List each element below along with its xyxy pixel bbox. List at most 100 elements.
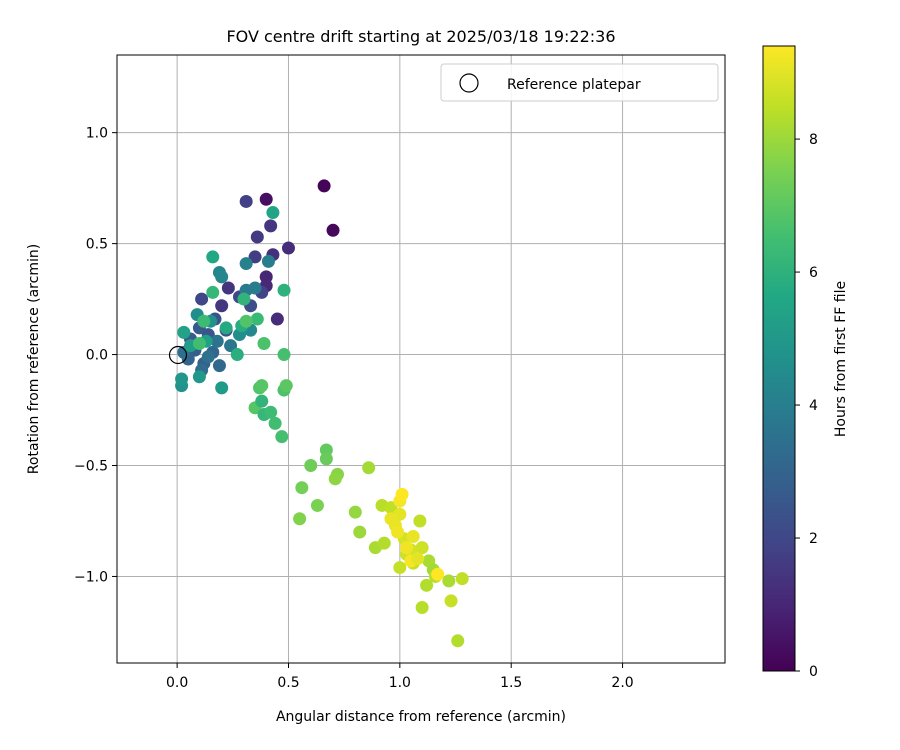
data-point <box>177 325 191 339</box>
data-point <box>317 179 331 193</box>
data-point <box>415 541 429 555</box>
data-point <box>239 194 253 208</box>
x-tick-label: 2.0 <box>611 675 633 691</box>
y-tick-label: 1.0 <box>86 126 108 142</box>
data-point <box>270 312 284 326</box>
data-point <box>266 206 280 220</box>
colorbar-tick-label: 2 <box>809 531 818 547</box>
x-axis-ticks: 0.0 0.5 1.0 1.5 2.0 <box>166 663 634 691</box>
legend-box <box>440 63 719 102</box>
scatter-points <box>175 179 469 648</box>
colorbar-tick-label: 8 <box>809 132 818 148</box>
y-axis-ticks: −1.0 −0.5 0.0 0.5 1.0 <box>74 126 117 585</box>
data-point <box>206 285 220 299</box>
data-point <box>411 552 425 566</box>
data-point <box>451 634 465 648</box>
data-point <box>431 567 445 581</box>
data-point <box>259 192 273 206</box>
data-point <box>221 281 235 295</box>
data-point <box>268 416 282 430</box>
data-point <box>255 394 269 408</box>
data-point <box>215 270 229 284</box>
data-point <box>348 505 362 519</box>
data-point <box>215 299 229 313</box>
data-point <box>415 601 429 615</box>
reference-marker <box>168 345 188 365</box>
data-point <box>248 250 262 264</box>
data-point <box>395 487 409 501</box>
data-point <box>206 250 220 264</box>
legend: Reference platepar <box>440 63 719 102</box>
x-tick-label: 0.5 <box>277 675 299 691</box>
grid-lines <box>117 55 725 663</box>
data-point <box>362 461 376 475</box>
data-point <box>406 530 420 544</box>
data-point <box>192 336 206 350</box>
data-point <box>444 594 458 608</box>
data-point <box>304 459 318 473</box>
data-point <box>264 219 278 233</box>
data-point <box>384 501 398 515</box>
data-point <box>391 525 405 539</box>
y-tick-label: −0.5 <box>74 459 108 475</box>
data-point <box>384 512 398 526</box>
y-tick-label: 0.5 <box>86 237 108 253</box>
x-tick-label: 1.5 <box>500 675 522 691</box>
data-point <box>224 339 238 353</box>
data-point <box>400 541 414 555</box>
data-point <box>255 379 269 393</box>
colorbar-tick-label: 6 <box>809 265 818 281</box>
data-point <box>239 314 253 328</box>
data-point <box>215 381 229 395</box>
data-point <box>264 405 278 419</box>
data-point <box>248 281 262 295</box>
data-point <box>210 334 224 348</box>
y-axis-label: Rotation from reference (arcmin) <box>26 244 42 474</box>
data-point <box>175 372 189 386</box>
data-point <box>261 254 275 268</box>
data-point <box>237 292 251 306</box>
data-point <box>277 283 291 297</box>
data-point <box>250 230 264 244</box>
data-point <box>413 514 427 528</box>
data-point <box>195 292 209 306</box>
data-point <box>319 452 333 466</box>
data-point <box>279 379 293 393</box>
chart-title: FOV centre drift starting at 2025/03/18 … <box>226 27 615 46</box>
colorbar-tick-label: 4 <box>809 398 818 414</box>
colorbar <box>762 45 796 672</box>
legend-label: Reference platepar <box>507 77 641 93</box>
x-tick-label: 0.0 <box>166 675 188 691</box>
data-point <box>377 536 391 550</box>
y-tick-label: 0.0 <box>86 348 108 364</box>
data-point <box>201 350 215 364</box>
data-point <box>197 314 211 328</box>
colorbar-label: Hours from first FF file <box>833 281 849 437</box>
data-point <box>353 525 367 539</box>
plot-frame <box>116 54 726 664</box>
x-axis-label: Angular distance from reference (arcmin) <box>276 709 566 725</box>
data-point <box>293 512 307 526</box>
data-point <box>295 481 309 495</box>
data-point <box>455 572 469 586</box>
data-point <box>239 257 253 271</box>
data-point <box>328 472 342 486</box>
data-point <box>326 223 340 237</box>
data-point <box>277 348 291 362</box>
data-point <box>393 561 407 575</box>
data-point <box>442 574 456 588</box>
data-point <box>219 321 233 335</box>
x-tick-label: 1.0 <box>389 675 411 691</box>
data-point <box>192 370 206 384</box>
data-point <box>281 241 295 255</box>
data-point <box>250 312 264 326</box>
colorbar-ticks: 0 2 4 6 8 <box>795 132 818 680</box>
data-point <box>212 359 226 373</box>
data-point <box>420 578 434 592</box>
data-point <box>257 336 271 350</box>
data-point <box>310 498 324 512</box>
data-point <box>275 430 289 444</box>
data-point <box>230 348 244 362</box>
y-tick-label: −1.0 <box>74 569 108 585</box>
